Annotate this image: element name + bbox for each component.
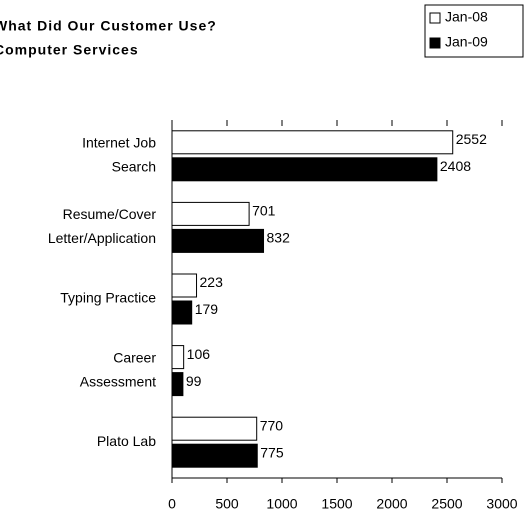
y-tick-label: Typing Practice xyxy=(60,290,156,306)
legend-label: Jan-09 xyxy=(445,34,488,50)
bar xyxy=(171,300,193,325)
bar xyxy=(171,228,265,253)
x-tick-label: 500 xyxy=(215,496,239,512)
x-tick-label: 3000 xyxy=(486,496,517,512)
bar xyxy=(171,443,258,468)
y-tick-label: Resume/Cover xyxy=(63,206,157,222)
legend-label: Jan-08 xyxy=(445,9,488,25)
value-label: 701 xyxy=(252,203,276,219)
chart-title: What Did Our Customer Use? xyxy=(0,18,217,34)
bar xyxy=(171,416,258,441)
y-tick-label: Letter/Application xyxy=(48,230,156,246)
bar xyxy=(171,130,454,155)
y-tick-label: Career xyxy=(113,349,156,365)
value-label: 2408 xyxy=(440,158,471,174)
value-label: 106 xyxy=(187,346,211,362)
chart-subtitle: Computer Services xyxy=(0,42,139,58)
y-tick-label: Plato Lab xyxy=(97,433,156,449)
bar xyxy=(171,157,438,182)
x-tick-label: 1000 xyxy=(266,496,297,512)
x-tick-label: 0 xyxy=(168,496,176,512)
value-label: 179 xyxy=(195,301,219,317)
bar xyxy=(171,372,184,397)
value-label: 223 xyxy=(200,274,224,290)
x-tick-label: 1500 xyxy=(321,496,352,512)
bar xyxy=(171,273,198,298)
value-label: 99 xyxy=(186,373,202,389)
x-tick-label: 2000 xyxy=(376,496,407,512)
y-tick-label: Search xyxy=(112,159,156,175)
legend-swatch xyxy=(429,12,441,24)
bar xyxy=(171,345,185,370)
x-tick-label: 2500 xyxy=(431,496,462,512)
legend-swatch xyxy=(429,37,441,49)
value-label: 832 xyxy=(267,230,291,246)
value-label: 770 xyxy=(260,417,284,433)
y-tick-label: Assessment xyxy=(80,373,156,389)
bar xyxy=(171,201,250,226)
legend-box xyxy=(424,4,524,58)
value-label: 775 xyxy=(260,444,284,460)
value-label: 2552 xyxy=(456,131,487,147)
y-tick-label: Internet Job xyxy=(82,135,156,151)
